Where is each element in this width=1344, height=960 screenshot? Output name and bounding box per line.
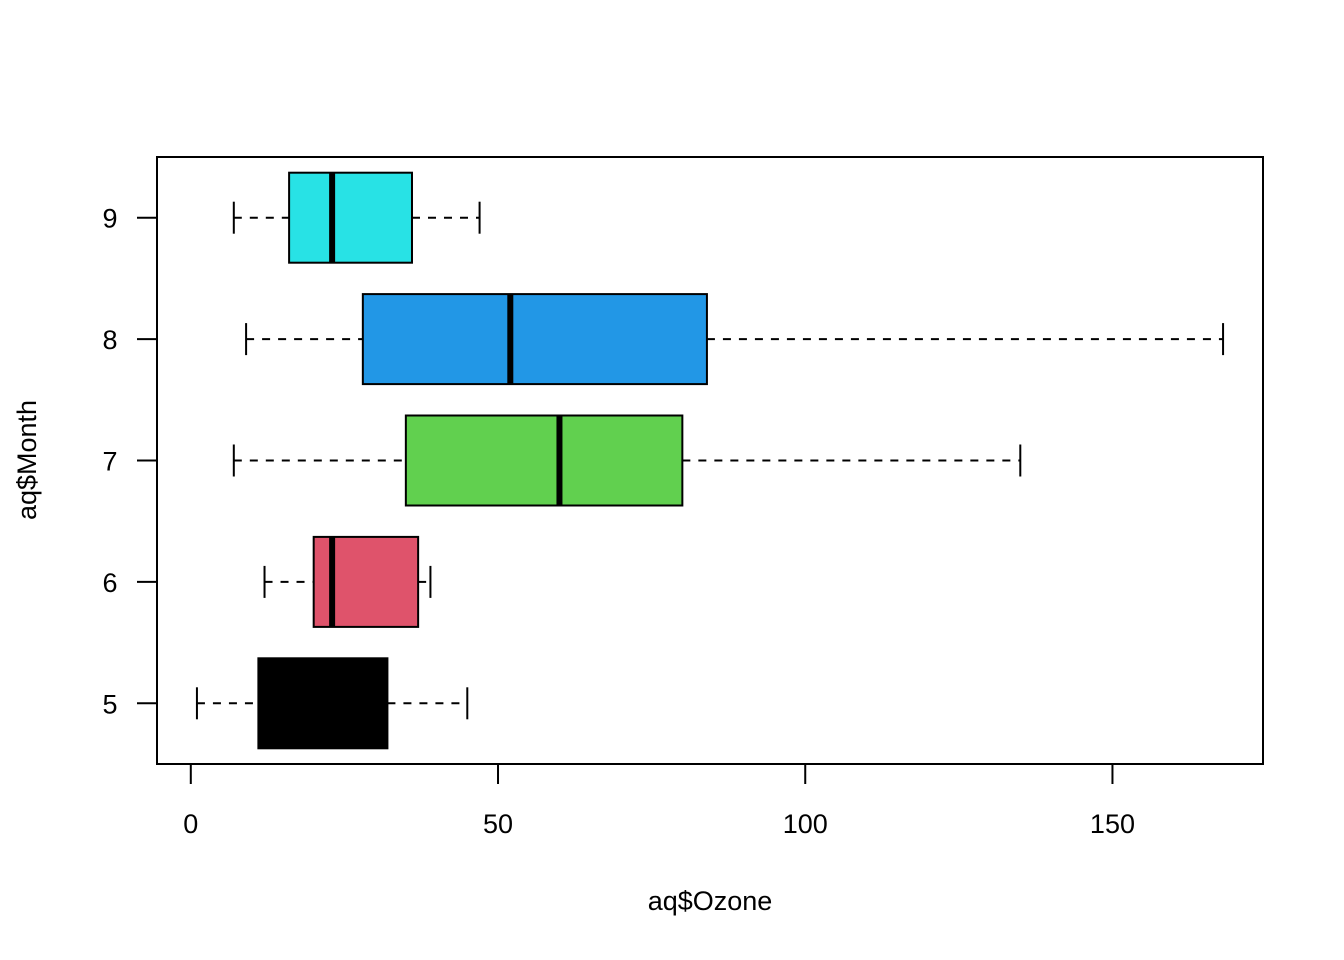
x-tick-label: 150: [1090, 809, 1135, 839]
box-month-8: [245, 293, 1225, 386]
box-month-6: [263, 535, 432, 628]
x-tick-label: 0: [183, 809, 198, 839]
iqr-box: [361, 293, 708, 386]
y-tick-label: 6: [102, 568, 117, 598]
y-tick-label: 7: [102, 447, 117, 477]
y-axis: 5 6 7 8 9: [102, 204, 158, 719]
x-axis-label: aq$Ozone: [648, 886, 773, 916]
box-month-7: [232, 414, 1022, 507]
box-month-5: [195, 657, 469, 750]
iqr-box: [404, 414, 684, 507]
box-month-9: [232, 171, 481, 264]
y-axis-label: aq$Month: [12, 400, 42, 520]
y-tick-label: 8: [102, 325, 117, 355]
iqr-box: [288, 171, 413, 264]
y-tick-label: 5: [102, 689, 117, 719]
iqr-box: [257, 657, 389, 750]
y-tick-label: 9: [102, 204, 117, 234]
boxes-layer: [195, 171, 1225, 750]
x-tick-label: 100: [783, 809, 828, 839]
x-tick-label: 50: [483, 809, 513, 839]
x-axis: 0 50 100 150: [183, 763, 1135, 839]
